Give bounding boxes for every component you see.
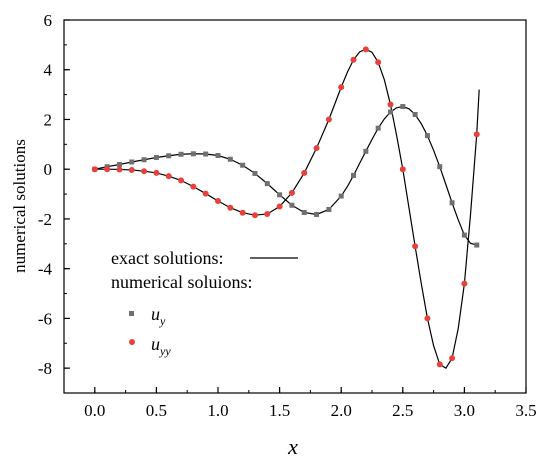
x-axis-ticks: 0.0 0.5 1.0 1.5 2.0 2.5 3.0 3.5 [63,387,537,420]
uy-point [141,157,147,163]
x-tick-label: 3.5 [515,401,536,420]
uyy-point [288,189,295,196]
uy-point [289,202,295,208]
uy-point [338,193,344,199]
y-tick-label: -4 [38,260,53,279]
uy-point [387,109,393,115]
uy-point [375,125,381,131]
uy-point [449,200,455,206]
x-tick-label: 2.0 [331,401,352,420]
uyy-point [399,166,406,173]
legend-uyy-subscript: yy [159,344,171,358]
uyy-point [153,169,160,176]
uyy-point [436,361,443,368]
uyy-point [104,166,111,173]
uy-point [252,170,258,176]
uy-point [129,159,135,165]
uy-point [178,151,184,157]
uyy-point [412,243,419,250]
numerical-markers [91,46,480,368]
x-axis-label: x [287,434,298,459]
legend-uy-label: uy [151,304,166,328]
uyy-point [473,131,480,138]
legend-numerical-label: numerical soluions: [111,272,252,292]
y-axis-ticks: 6 4 2 0 -2 -4 -6 -8 [38,11,70,394]
uyy-point [338,84,345,91]
uyy-point [313,145,320,152]
y-tick-label: 6 [44,11,53,30]
uyy-point [264,210,271,217]
x-tick-label: 1.0 [207,401,228,420]
uyy-point [350,56,357,63]
uy-point [424,133,430,139]
uy-point [461,232,467,238]
uyy-point [215,198,221,205]
y-tick-label: 2 [44,110,53,129]
uyy-point [128,166,135,173]
uy-point [166,153,172,159]
uy-point [153,155,159,161]
uyy-point [227,204,234,211]
uy-point [240,162,246,168]
uyy-point [165,173,172,180]
uyy-point [116,166,123,173]
y-tick-label: 0 [44,160,53,179]
legend-uy-marker [129,311,134,316]
uyy-point [141,168,148,175]
uy-point [314,211,320,217]
uy-point [326,206,332,212]
uy-point [215,153,221,159]
legend-uyy-marker [129,339,135,345]
uy-point [264,181,270,187]
x-tick-label: 0.5 [146,401,167,420]
uy-point [363,148,369,154]
y-tick-label: -2 [38,210,52,229]
uy-point [400,104,406,110]
y-axis-label: numerical solutions [10,139,29,273]
uy-point [277,192,283,198]
exact-curve-uy [94,105,480,246]
uyy-point [202,190,209,197]
legend-uyy-label: uyy [151,334,171,358]
uy-point [412,111,418,117]
x-tick-label: 3.0 [454,401,475,420]
uyy-point [449,355,456,362]
uyy-point [190,183,197,190]
uyy-point [276,203,283,210]
uyy-point [461,280,468,287]
uy-point [190,151,196,157]
uy-point [351,172,357,178]
plot-frame [63,19,527,394]
y-tick-label: -8 [38,359,52,378]
uy-point [437,164,443,170]
uyy-point [301,169,308,176]
uyy-point [251,212,258,219]
legend-exact-label: exact solutions: [111,248,223,268]
uyy-point [362,46,369,53]
y-tick-label: -6 [38,309,52,328]
legend: exact solutions: numerical soluions: uy … [111,248,298,358]
x-tick-label: 1.5 [269,401,290,420]
uyy-point [91,166,98,173]
x-tick-label: 0.0 [84,401,105,420]
y-tick-label: 4 [44,61,53,80]
uyy-point [178,177,185,184]
legend-uy-subscript: y [159,314,166,328]
uy-point [116,161,122,167]
uyy-point [387,101,394,108]
uy-point [227,156,233,162]
uy-point [301,209,307,215]
uyy-point [239,209,246,216]
uyy-point [325,116,332,123]
uyy-point [375,59,382,66]
uyy-point [424,315,431,322]
uy-point [474,242,480,248]
x-tick-label: 2.5 [392,401,413,420]
uy-point [203,151,209,157]
